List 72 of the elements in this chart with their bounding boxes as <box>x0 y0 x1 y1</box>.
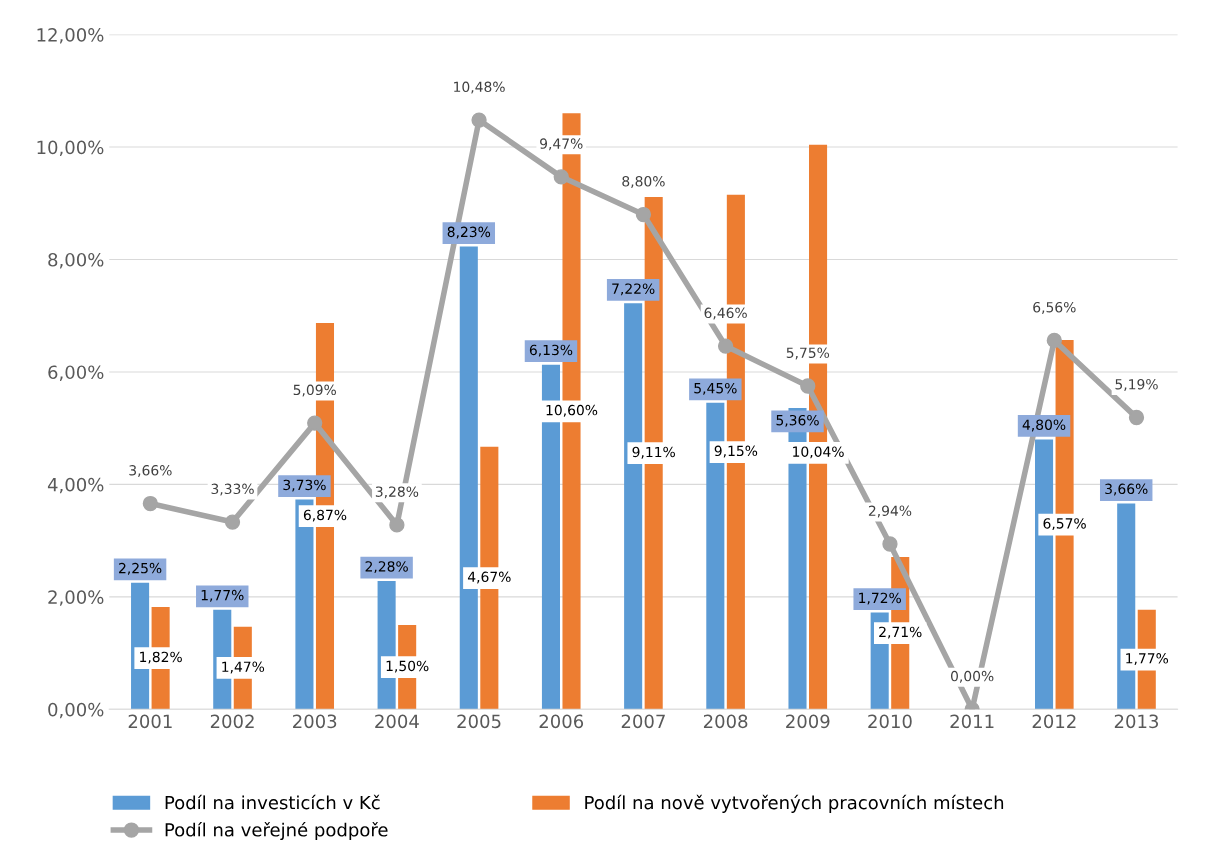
point <box>471 112 487 128</box>
y-tick-label: 10,00% <box>37 140 104 157</box>
point <box>1046 332 1062 349</box>
data-label: 3,66% <box>1105 483 1148 496</box>
data-label: 5,75% <box>786 347 830 360</box>
data-label: 5,09% <box>293 384 336 397</box>
data-label: 2,71% <box>879 626 922 639</box>
point <box>553 169 569 185</box>
data-label: 6,46% <box>704 307 747 320</box>
data-label: 3,73% <box>283 479 326 492</box>
x-tick-label: 2013 <box>1114 714 1159 729</box>
data-label: 2,25% <box>119 562 162 575</box>
y-tick-label: 2,00% <box>48 590 104 606</box>
x-tick-label: 2012 <box>1032 714 1076 729</box>
legend-label: Podíl na investicích v Kč <box>165 794 380 810</box>
data-label: 5,45% <box>694 382 737 395</box>
data-label: 1,47% <box>222 661 265 674</box>
data-label: 2,28% <box>365 561 408 574</box>
data-label: 10,04% <box>793 446 844 459</box>
legend-label: Podíl na nově vytvořených pracovních místech <box>585 794 1004 813</box>
x-tick-label: 2005 <box>457 714 501 729</box>
data-label: 6,13% <box>529 344 573 357</box>
y-tick-label: 8,00% <box>48 252 104 269</box>
data-label: 6,57% <box>1043 518 1086 531</box>
point <box>1128 409 1145 426</box>
x-tick-label: 2008 <box>703 714 748 729</box>
x-tick-label: 2004 <box>375 714 419 729</box>
point <box>882 536 898 552</box>
data-label: 6,87% <box>303 509 347 522</box>
data-label: 10,60% <box>546 404 598 417</box>
data-label: 6,56% <box>1033 301 1076 314</box>
y-tick-label: 0,00% <box>48 702 104 719</box>
legend-label: Podíl na veřejné podpoře <box>165 821 388 841</box>
data-label: 3,66% <box>129 465 172 477</box>
x-tick-label: 2007 <box>621 714 665 729</box>
data-label: 10,48% <box>454 81 505 94</box>
x-tick-label: 2002 <box>210 714 254 729</box>
y-tick-label: 4,00% <box>47 477 104 494</box>
point <box>389 517 405 533</box>
data-label: 1,72% <box>859 592 901 605</box>
x-tick-label: 2009 <box>786 714 830 729</box>
data-label: 1,77% <box>201 589 244 602</box>
data-label: 5,19% <box>1115 378 1158 391</box>
data-label: 1,82% <box>140 651 182 664</box>
data-label: 8,80% <box>622 176 665 188</box>
x-tick-label: 2011 <box>950 714 994 729</box>
x-tick-label: 2006 <box>539 714 584 729</box>
y-tick-label: 6,00% <box>48 365 104 381</box>
data-label: 0,00% <box>950 670 994 683</box>
x-tick-label: 2001 <box>128 714 172 729</box>
data-label: 3,33% <box>211 483 254 496</box>
point <box>717 338 734 354</box>
point <box>800 378 816 394</box>
point <box>635 206 652 223</box>
point <box>307 415 323 431</box>
data-label: 5,36% <box>776 414 819 427</box>
data-label: 1,77% <box>1126 653 1169 665</box>
data-label: 3,28% <box>375 486 419 499</box>
data-label: 9,47% <box>540 138 583 151</box>
x-tick-label: 2003 <box>293 714 337 729</box>
y-tick-label: 12,00% <box>37 28 104 44</box>
data-label: 2,94% <box>868 505 912 518</box>
point <box>142 495 158 512</box>
data-label: 4,67% <box>467 571 511 584</box>
data-label: 4,80% <box>1022 419 1066 432</box>
data-label: 7,22% <box>612 283 655 296</box>
data-label: 1,50% <box>386 660 429 673</box>
data-label: 9,11% <box>632 446 675 459</box>
data-label: 9,15% <box>714 445 758 458</box>
x-tick-label: 2010 <box>868 714 912 729</box>
data-label: 8,23% <box>447 226 491 239</box>
point <box>224 514 241 530</box>
